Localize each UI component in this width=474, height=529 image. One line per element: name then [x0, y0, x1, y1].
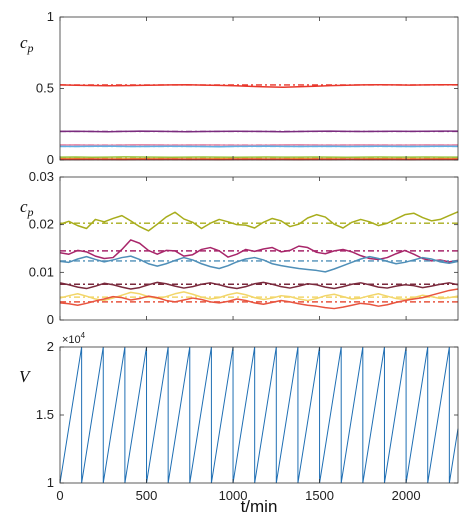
ylabel-top: cp	[20, 33, 34, 55]
series-line-volume	[59, 346, 459, 484]
ticks-bottom: 1 1.5 2 0 500 1000 1500 2000	[36, 339, 458, 503]
ytick-label: 0.02	[29, 217, 54, 232]
y-exponent-bottom: ×104	[62, 331, 86, 346]
ytick-label: 0.03	[29, 169, 54, 184]
xtick-label: 2000	[392, 488, 421, 503]
ytick-label: 0.5	[36, 81, 54, 96]
series-line	[59, 255, 459, 273]
series-line	[59, 130, 458, 133]
series-line	[59, 288, 459, 310]
ytick-label: 0.01	[29, 264, 54, 279]
xtick-label: 0	[56, 488, 63, 503]
series-line	[59, 143, 458, 147]
ytick-label: 1.5	[36, 407, 54, 422]
ytick-label: 1	[47, 475, 54, 490]
series-line	[59, 281, 459, 290]
panel-middle: 0 0.01 0.02 0.03 cp	[20, 169, 459, 327]
xlabel-bottom: t/min	[241, 497, 278, 516]
xtick-label: 1500	[305, 488, 334, 503]
plot-area-middle	[59, 211, 459, 310]
plot-area-bottom	[59, 346, 459, 484]
axes-frame-bottom	[59, 346, 459, 484]
panel-bottom: 1 1.5 2 0 500 1000 1500 2000 V ×104 t/min	[19, 331, 459, 516]
xtick-label: 1000	[219, 488, 248, 503]
series-line	[59, 239, 459, 263]
ytick-label: 1	[47, 9, 54, 24]
plot-area-top	[59, 84, 459, 161]
ytick-label: 0	[47, 312, 54, 327]
series-line	[59, 84, 458, 88]
ylabel-bottom: V	[19, 367, 32, 386]
ytick-label: 0	[47, 152, 54, 167]
axes-frame-top	[59, 16, 459, 161]
axes-frame-middle	[59, 176, 459, 321]
series-line	[59, 211, 459, 232]
series-line	[59, 291, 459, 302]
series-line	[59, 145, 459, 148]
ytick-label: 2	[47, 339, 54, 354]
xtick-label: 500	[136, 488, 158, 503]
ticks-top: 00.51	[36, 9, 458, 167]
panel-top: 00.51 cp	[20, 9, 459, 167]
ticks-middle: 0 0.01 0.02 0.03	[29, 169, 458, 327]
ylabel-middle: cp	[20, 197, 34, 219]
